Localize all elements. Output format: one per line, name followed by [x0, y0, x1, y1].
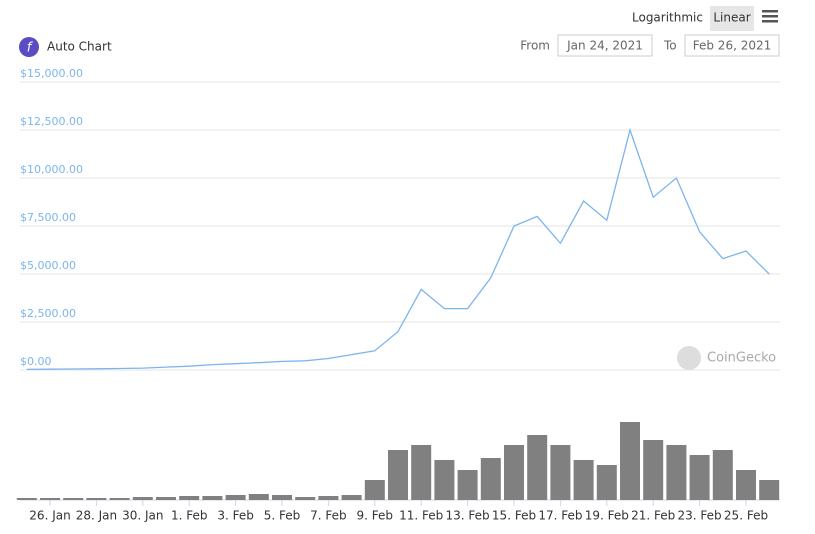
x-tick-label: 23. Feb [678, 509, 722, 523]
logo-glyph: f [27, 41, 34, 56]
x-tick-label: 30. Jan [122, 509, 163, 523]
volume-bar [411, 445, 432, 500]
volume-bar [434, 460, 455, 500]
x-tick-label: 19. Feb [585, 509, 629, 523]
menu-icon[interactable] [762, 10, 778, 23]
y-tick-label: $5,000.00 [20, 259, 76, 272]
x-tick-label: 9. Feb [357, 509, 394, 523]
volume-bar [40, 498, 60, 500]
volume-bar [527, 435, 548, 500]
x-tick-label: 21. Feb [631, 509, 675, 523]
watermark-logo [677, 346, 701, 370]
volume-bar [457, 470, 478, 500]
x-tick-label: 11. Feb [399, 509, 443, 523]
y-tick-label: $10,000.00 [20, 163, 83, 176]
price-line [26, 127, 770, 371]
to-date[interactable]: Feb 26, 2021 [693, 39, 772, 53]
to-input[interactable] [684, 34, 780, 57]
from-label: From [520, 39, 550, 53]
x-tick-label: 25. Feb [724, 509, 768, 523]
x-tick-label: 26. Jan [29, 509, 70, 523]
x-tick-label: 1. Feb [171, 509, 208, 523]
volume-bar [620, 422, 640, 500]
y-tick-label: $12,500.00 [20, 115, 83, 128]
volume-bar [156, 497, 176, 500]
y-tick-label: $0.00 [20, 355, 52, 368]
y-tick-label: $15,000.00 [20, 67, 83, 80]
volume-bar [550, 445, 571, 500]
volume-bar [596, 465, 617, 500]
volume-bar [388, 450, 408, 500]
volume-bar [689, 455, 710, 500]
volume-bar [573, 460, 594, 500]
logo [19, 37, 39, 57]
x-tick-label: 13. Feb [446, 509, 490, 523]
volume-bar [109, 498, 130, 500]
linear-button[interactable]: Linear [713, 11, 750, 25]
volume-bar [179, 496, 200, 500]
volume-bar [202, 496, 223, 500]
x-tick-label: 7. Feb [310, 509, 347, 523]
watermark: CoinGecko [707, 351, 776, 366]
x-tick-label: 5. Feb [264, 509, 301, 523]
volume-bar [318, 496, 339, 500]
log-button[interactable]: Logarithmic [632, 11, 703, 25]
y-tick-label: $7,500.00 [20, 211, 76, 224]
from-input[interactable] [557, 34, 653, 57]
from-date[interactable]: Jan 24, 2021 [566, 39, 643, 53]
volume-bar [504, 445, 524, 500]
volume-bar [736, 470, 756, 500]
volume-bar [16, 498, 37, 500]
volume-bar [643, 440, 664, 500]
volume-bar [248, 494, 269, 500]
x-tick-label: 15. Feb [492, 509, 536, 523]
x-tick-label: 17. Feb [538, 509, 582, 523]
volume-bar [666, 445, 687, 500]
volume-bar [364, 480, 385, 500]
volume-bar [480, 458, 501, 500]
x-tick-label: 3. Feb [217, 509, 254, 523]
x-tick-label: 28. Jan [76, 509, 117, 523]
linear-button-bg[interactable] [710, 6, 754, 31]
volume-bar [712, 450, 733, 500]
volume-bar [759, 480, 780, 500]
y-tick-label: $2,500.00 [20, 307, 76, 320]
volume-bar [341, 495, 362, 500]
volume-bar [225, 495, 246, 500]
volume-bar [272, 495, 292, 500]
volume-bar [63, 498, 84, 500]
volume-bar [132, 497, 153, 500]
to-label: To [663, 39, 677, 53]
volume-bar [86, 498, 107, 500]
chart-name: Auto Chart [47, 40, 112, 54]
volume-bar [295, 497, 316, 500]
